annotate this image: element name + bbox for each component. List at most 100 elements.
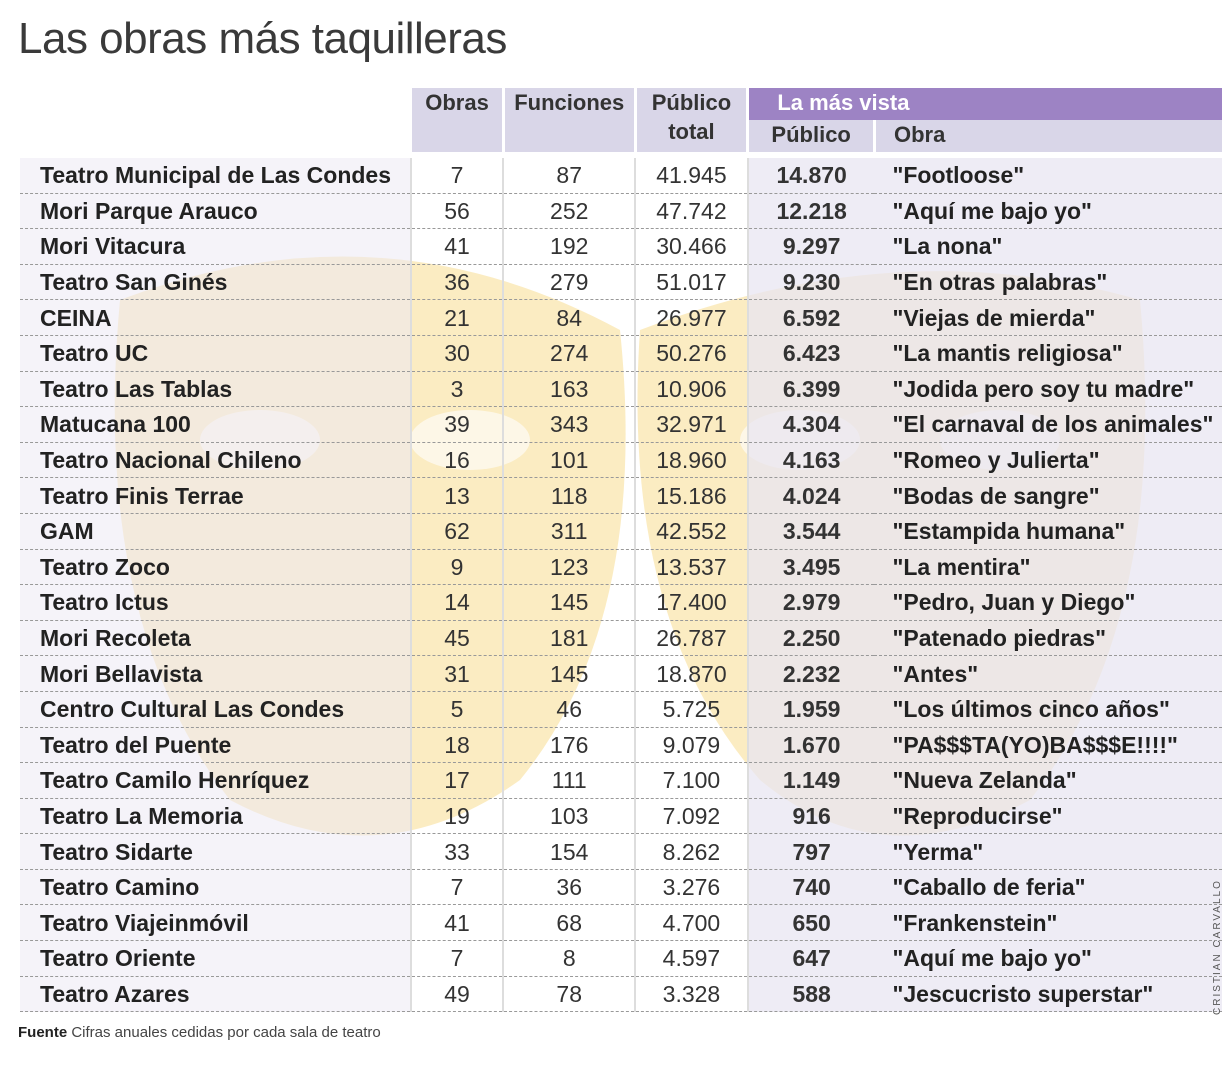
source-label: Fuente	[18, 1024, 68, 1041]
top-publico: 14.870	[746, 158, 875, 194]
theater-name: Mori Bellavista	[20, 655, 411, 692]
obras-count: 9	[409, 549, 504, 586]
funciones-count: 68	[502, 904, 636, 942]
table-row: Teatro Municipal de Las Condes 7 87 41.945 1…	[20, 158, 1222, 194]
top-obra: "En otras palabras"	[874, 264, 1222, 301]
obras-count: 39	[409, 406, 504, 443]
table-row: Teatro del Puente 18 176 9.079 1.670 "PA$$$TA…	[20, 727, 1222, 764]
top-obra: "Los últimos cinco años"	[874, 691, 1222, 728]
funciones-count: 154	[502, 833, 636, 870]
top-publico: 4.304	[746, 406, 875, 443]
table-row: Teatro Finis Terrae 13 118 15.186 4.024 "Boda…	[20, 477, 1222, 514]
source-note: Fuente Cifras anuales cedidas por cada s…	[18, 1024, 381, 1041]
top-publico: 588	[746, 976, 875, 1013]
obras-count: 41	[409, 904, 504, 942]
publico-total: 30.466	[634, 228, 748, 265]
obras-count: 17	[409, 762, 504, 799]
table-row: Teatro Nacional Chileno 16 101 18.960 4.163 "…	[20, 442, 1222, 479]
top-obra: "Footloose"	[874, 158, 1222, 194]
funciones-count: 343	[502, 406, 636, 443]
publico-total: 3.276	[634, 869, 748, 906]
top-obra: "Romeo y Julierta"	[874, 442, 1222, 479]
theater-name: Matucana 100	[20, 406, 411, 443]
publico-total: 50.276	[634, 335, 748, 372]
top-publico: 3.495	[746, 549, 875, 586]
obras-count: 7	[409, 869, 504, 906]
funciones-count: 192	[502, 228, 636, 265]
funciones-count: 84	[502, 299, 636, 336]
funciones-count: 36	[502, 869, 636, 906]
top-publico: 6.399	[746, 371, 875, 408]
theater-name: Teatro Sidarte	[20, 833, 411, 870]
theater-name: Teatro Camino	[20, 869, 411, 906]
top-publico: 2.250	[746, 620, 875, 657]
table-row: Teatro La Memoria 19 103 7.092 916 "Reproduci…	[20, 798, 1222, 835]
theater-name: Teatro Azares	[20, 976, 411, 1013]
table-row: Teatro Viajeinmóvil 41 68 4.700 650 "Frankens…	[20, 904, 1222, 942]
theater-name: Teatro Nacional Chileno	[20, 442, 411, 479]
funciones-count: 101	[502, 442, 636, 479]
theater-name: CEINA	[20, 299, 411, 336]
obras-count: 16	[409, 442, 504, 479]
top-publico: 4.163	[746, 442, 875, 479]
funciones-count: 87	[502, 158, 636, 194]
obras-count: 33	[409, 833, 504, 870]
publico-total: 18.960	[634, 442, 748, 479]
top-publico: 6.423	[746, 335, 875, 372]
top-publico: 916	[746, 798, 875, 835]
table-row: Mori Recoleta 45 181 26.787 2.250 "Patenado p…	[20, 620, 1222, 657]
top-publico: 2.979	[746, 584, 875, 621]
theater-name: Teatro Municipal de Las Condes	[20, 158, 411, 194]
table-row: Teatro UC 30 274 50.276 6.423 "La mantis reli…	[20, 335, 1222, 372]
theater-name: GAM	[20, 513, 411, 550]
obras-count: 31	[409, 655, 504, 692]
top-publico: 6.592	[746, 299, 875, 336]
obras-count: 3	[409, 371, 504, 408]
theater-name: Teatro Ictus	[20, 584, 411, 621]
top-obra: "Nueva Zelanda"	[874, 762, 1222, 799]
table-row: Teatro Sidarte 33 154 8.262 797 "Yerma"	[20, 833, 1222, 870]
funciones-count: 252	[502, 193, 636, 230]
top-publico: 3.544	[746, 513, 875, 550]
table-row: Teatro Las Tablas 3 163 10.906 6.399 "Jodida …	[20, 371, 1222, 408]
publico-total: 17.400	[634, 584, 748, 621]
top-obra: "La mantis religiosa"	[874, 335, 1222, 372]
header-publico-total: Público total	[633, 88, 748, 152]
top-obra: "Pedro, Juan y Diego"	[874, 584, 1222, 621]
table-row: Teatro Camilo Henríquez 17 111 7.100 1.149 "N…	[20, 762, 1222, 799]
theater-name: Teatro La Memoria	[20, 798, 411, 835]
data-table: Obras Funciones Público total La más vis…	[20, 88, 1222, 1013]
funciones-count: 46	[502, 691, 636, 728]
theater-name: Teatro Camilo Henríquez	[20, 762, 411, 799]
top-publico: 4.024	[746, 477, 875, 514]
obras-count: 36	[409, 264, 504, 301]
funciones-count: 274	[502, 335, 636, 372]
top-obra: "El carnaval de los animales"	[874, 406, 1222, 443]
theater-name: Teatro Las Tablas	[20, 371, 411, 408]
funciones-count: 145	[502, 584, 636, 621]
theater-name: Mori Vitacura	[20, 228, 411, 265]
header-publico: Público	[746, 120, 875, 152]
table-row: Centro Cultural Las Condes 5 46 5.725 1.959 "…	[20, 691, 1222, 728]
funciones-count: 145	[502, 655, 636, 692]
publico-total: 18.870	[634, 655, 748, 692]
top-publico: 1.959	[746, 691, 875, 728]
header-blank	[20, 88, 411, 152]
top-publico: 9.297	[746, 228, 875, 265]
source-text: Cifras anuales cedidas por cada sala de …	[71, 1024, 381, 1041]
table-row: CEINA 21 84 26.977 6.592 "Viejas de mierda"	[20, 299, 1222, 336]
top-publico: 1.670	[746, 727, 875, 764]
theater-name: Teatro San Ginés	[20, 264, 411, 301]
top-obra: "La mentira"	[874, 549, 1222, 586]
top-publico: 1.149	[746, 762, 875, 799]
top-publico: 797	[746, 833, 875, 870]
header-obras: Obras	[409, 88, 504, 152]
top-publico: 9.230	[746, 264, 875, 301]
top-obra: "Aquí me bajo yo"	[874, 193, 1222, 230]
table-row: Teatro San Ginés 36 279 51.017 9.230 "En otra…	[20, 264, 1222, 301]
funciones-count: 123	[502, 549, 636, 586]
funciones-count: 103	[502, 798, 636, 835]
table-row: Teatro Azares 49 78 3.328 588 "Jescucristo su…	[20, 976, 1222, 1013]
top-publico: 2.232	[746, 655, 875, 692]
obras-count: 45	[409, 620, 504, 657]
